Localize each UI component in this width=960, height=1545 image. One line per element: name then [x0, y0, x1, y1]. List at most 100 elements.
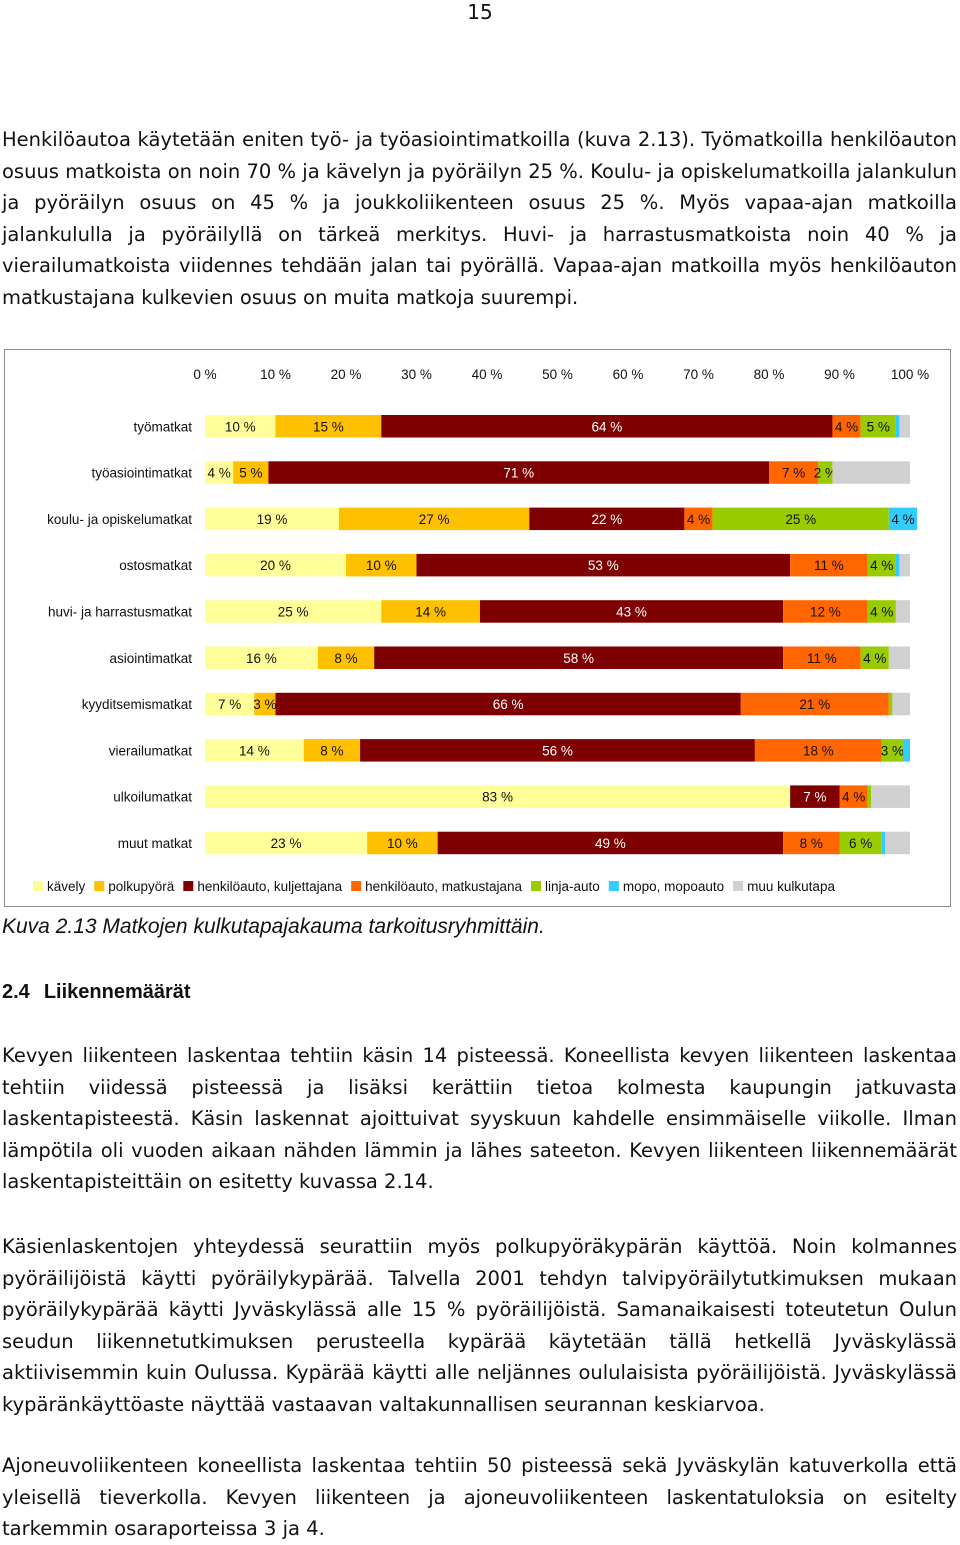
data-label: 8 %: [320, 743, 343, 758]
legend-label: henkilöauto, matkustajana: [365, 879, 522, 894]
data-label: 4 %: [207, 466, 230, 481]
bar-segment: [892, 692, 910, 716]
x-tick-label: 100 %: [891, 367, 929, 382]
category-label: kyyditsemismatkat: [82, 697, 193, 712]
bar-segment: [233, 461, 269, 484]
data-label: 83 %: [482, 790, 513, 805]
x-tick-label: 60 %: [613, 367, 644, 382]
x-tick-label: 40 %: [472, 367, 503, 382]
x-tick-label: 10 %: [260, 367, 291, 382]
x-tick-label: 0 %: [193, 367, 216, 382]
legend-swatch: [351, 881, 362, 891]
data-label: 2 %: [814, 466, 837, 481]
data-label: 5 %: [239, 466, 262, 481]
data-label: 19 %: [257, 512, 288, 527]
bar-segment: [867, 553, 896, 577]
bar-segment: [740, 692, 889, 716]
data-label: 4 %: [687, 512, 710, 527]
legend-swatch: [183, 881, 194, 891]
bar-segment: [895, 553, 900, 577]
bar-segment: [416, 553, 791, 577]
bar-segment: [684, 507, 713, 531]
bar-segment: [712, 507, 889, 531]
data-label: 4 %: [835, 419, 858, 434]
bar-segment: [529, 507, 685, 531]
bar-segment: [479, 600, 784, 623]
data-label: 25 %: [785, 512, 816, 527]
bar-segment: [205, 739, 304, 762]
data-label: 7 %: [803, 790, 826, 805]
data-label: 25 %: [278, 604, 309, 619]
bar-segment: [367, 831, 438, 855]
bar-segment: [860, 646, 889, 669]
bar-segment: [888, 646, 910, 669]
bar-segment: [832, 461, 910, 484]
data-label: 20 %: [260, 558, 291, 573]
bar-segment: [205, 646, 318, 669]
bar-segment: [895, 600, 910, 623]
bar-segment: [790, 785, 840, 808]
data-label: 71 %: [503, 466, 534, 481]
figure-caption: Kuva 2.13 Matkojen kulkutapajakauma tark…: [2, 915, 545, 938]
data-label: 10 %: [366, 558, 397, 573]
data-label: 53 %: [588, 558, 619, 573]
x-tick-label: 30 %: [401, 367, 432, 382]
bar-segment: [895, 415, 900, 438]
intro-paragraph: Henkilöautoa käytetään eniten työ- ja ty…: [2, 128, 957, 309]
data-label: 14 %: [239, 743, 270, 758]
data-label: 3 %: [881, 743, 904, 758]
bar-segment: [888, 692, 893, 716]
legend-label: muu kulkutapa: [747, 879, 835, 894]
bar-segment: [268, 461, 769, 484]
data-label: 8 %: [334, 651, 357, 666]
x-tick-label: 80 %: [754, 367, 785, 382]
legend-swatch: [531, 881, 542, 891]
data-label: 4 %: [870, 604, 893, 619]
bar-segment: [381, 415, 833, 438]
data-label: 4 %: [842, 790, 865, 805]
paragraph-2: Käsienlaskentojen yhteydessä seurattiin …: [2, 1235, 957, 1416]
bar-segment: [871, 785, 910, 808]
page-number: 15: [467, 0, 493, 24]
data-label: 10 %: [387, 836, 418, 851]
x-tick-label: 70 %: [683, 367, 714, 382]
bar-segment: [205, 415, 276, 438]
legend-label: mopo, mopoauto: [623, 879, 724, 894]
category-label: asiointimatkat: [109, 651, 192, 666]
legend-swatch: [94, 881, 105, 891]
data-label: 23 %: [271, 836, 302, 851]
data-label: 12 %: [810, 604, 841, 619]
data-label: 4 %: [870, 558, 893, 573]
x-tick-label: 90 %: [824, 367, 855, 382]
bar-segment: [783, 831, 840, 855]
category-label: huvi- ja harrastusmatkat: [48, 604, 192, 619]
category-label: työmatkat: [133, 419, 192, 434]
category-label: vierailumatkat: [109, 743, 193, 758]
bar-segment: [205, 785, 791, 808]
data-label: 5 %: [867, 419, 890, 434]
legend-swatch: [608, 881, 619, 891]
bar-segment: [888, 507, 918, 531]
data-label: 11 %: [807, 651, 837, 666]
chart-canvas: 0 % 10 % 20 % 30 % 40 % 50 % 60 % 70 % 80 % 90 % 1…: [33, 367, 929, 894]
paragraph-3: Ajoneuvoliikenteen koneellista laskentaa…: [2, 1454, 957, 1540]
section-heading: 2.4 Liikennemäärät: [2, 981, 205, 1004]
data-label: 21 %: [799, 697, 830, 712]
category-label: ostosmatkat: [119, 558, 192, 573]
data-label: 7 %: [218, 697, 241, 712]
bar-segment: [867, 785, 872, 808]
bar-segment: [769, 461, 819, 484]
legend-swatch: [733, 881, 744, 891]
bar-segment: [899, 553, 910, 577]
data-label: 10 %: [225, 419, 256, 434]
data-label: 14 %: [415, 604, 446, 619]
bar-segment: [860, 415, 896, 438]
data-label: 27 %: [419, 512, 450, 527]
bar-segment: [899, 415, 910, 438]
bar-segment: [205, 461, 234, 484]
data-label: 22 %: [591, 512, 622, 527]
paragraph-1: Kevyen liikenteen laskentaa tehtiin käsi…: [2, 1044, 957, 1193]
data-label: 16 %: [246, 651, 277, 666]
data-label: 15 %: [313, 419, 344, 434]
category-label: muut matkat: [118, 836, 193, 851]
